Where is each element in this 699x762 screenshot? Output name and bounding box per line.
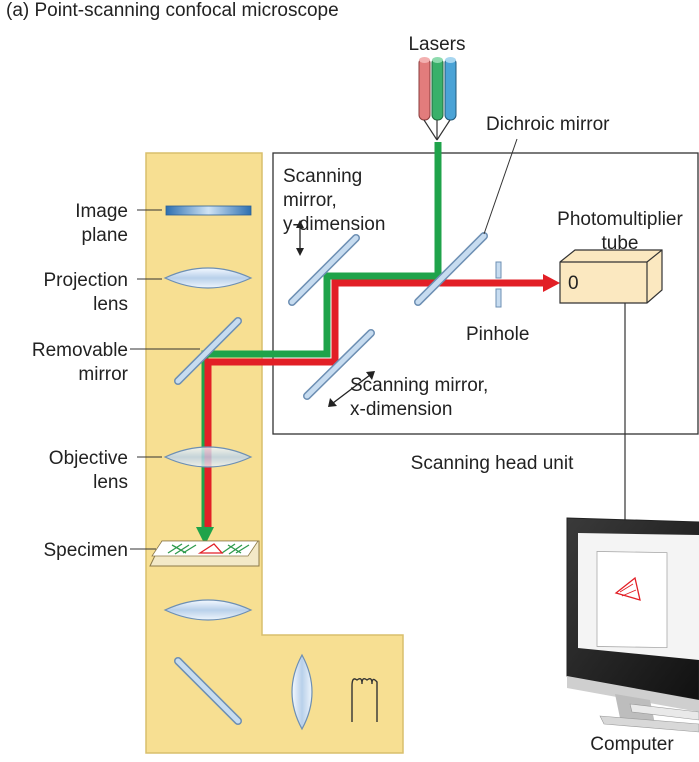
photomultiplier-window-label: 0 — [568, 273, 579, 294]
scanning-mirror-y-label-line1: Scanning — [283, 166, 362, 187]
scanning-mirror-x-label-line2: x-dimension — [350, 399, 452, 420]
scanning-head-unit-label: Scanning head unit — [411, 453, 574, 474]
vertical-lens — [291, 653, 313, 731]
image-plane — [165, 205, 252, 216]
excitation-arrowhead — [196, 527, 214, 545]
scanning-mirror-x-label-line1: Scanning mirror, — [350, 375, 488, 396]
figure-title: (a) Point-scanning confocal microscope — [6, 0, 339, 21]
scanning-mirror-y-label-line3: y-dimension — [283, 214, 385, 235]
pinhole-label: Pinhole — [466, 324, 529, 345]
objective-lens — [163, 446, 253, 468]
y-dimension-arrow-icon — [296, 220, 304, 256]
computer-label: Computer — [590, 734, 674, 755]
objective-lens-label-line1: Objective — [49, 448, 128, 469]
scanning-head-unit-box — [272, 152, 699, 435]
computer-icon — [566, 517, 699, 733]
projection-lens — [163, 267, 253, 289]
image-plane-label-line2: plane — [82, 225, 129, 246]
projection-lens-label-line1: Projection — [44, 270, 129, 291]
lasers-icon — [418, 57, 457, 141]
specimen — [149, 540, 260, 567]
x-dimension-arrow-icon — [328, 371, 375, 407]
projection-lens-label-line2: lens — [93, 294, 128, 315]
photomultiplier-label-line1: Photomultiplier — [557, 209, 683, 230]
lamp-filament-icon — [351, 677, 378, 722]
condenser-lens — [163, 599, 253, 621]
image-plane-label-line1: Image — [75, 201, 128, 222]
emission-beam — [204, 279, 545, 530]
emission-arrowhead — [543, 274, 560, 292]
dichroic-mirror-label: Dichroic mirror — [486, 114, 610, 135]
removable-mirror-label-line1: Removable — [32, 340, 128, 361]
scanning-mirror-y-label-line2: mirror, — [283, 190, 337, 211]
specimen-label: Specimen — [44, 540, 129, 561]
removable-mirror-label-line2: mirror — [78, 364, 128, 385]
photomultiplier-label-line2: tube — [602, 233, 639, 254]
dichroic-pointer — [483, 138, 518, 235]
lasers-label: Lasers — [408, 34, 465, 55]
objective-lens-label-line2: lens — [93, 472, 128, 493]
photomultiplier-tube — [559, 249, 663, 304]
pinhole — [495, 261, 502, 308]
